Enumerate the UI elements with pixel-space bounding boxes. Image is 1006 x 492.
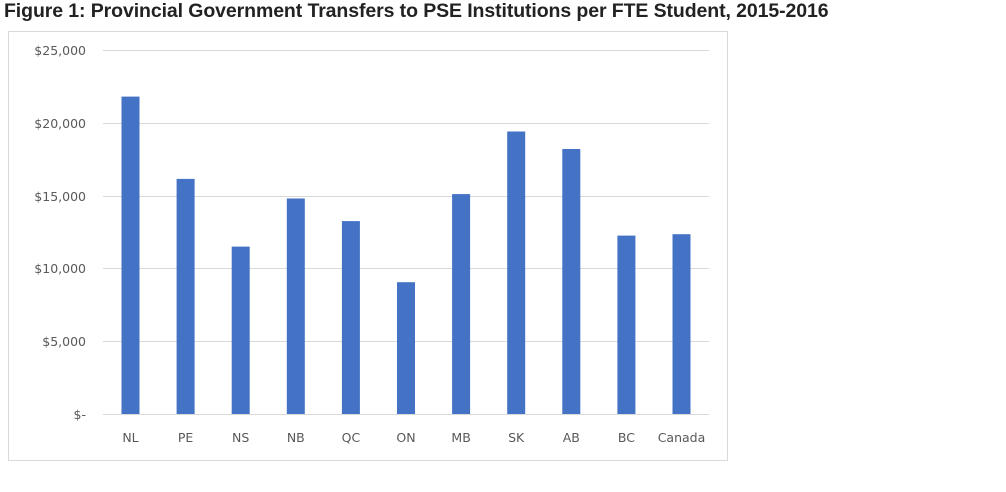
y-tick-label: $10,000 — [34, 261, 86, 276]
x-category-label: SK — [508, 430, 525, 445]
bar-canada — [672, 234, 691, 414]
y-tick-label: $25,000 — [34, 43, 86, 58]
bar-on — [397, 282, 415, 414]
bar-ns — [231, 246, 250, 414]
x-category-label: Canada — [658, 430, 706, 445]
x-category-label: NB — [287, 430, 305, 445]
y-tick-label: $5,000 — [42, 334, 86, 349]
bar-chart: $- $5,000 $10,000 $15,000 $20,000 $25,000 NL P… — [34, 43, 709, 445]
bar-nl — [121, 96, 140, 414]
x-category-label: NL — [122, 430, 138, 445]
x-category-label: AB — [563, 430, 580, 445]
x-category-label: MB — [451, 430, 470, 445]
x-category-label: QC — [342, 430, 361, 445]
x-category-label: PE — [178, 430, 194, 445]
bar-qc — [341, 221, 360, 414]
x-category-label: NS — [232, 430, 249, 445]
x-category-label: BC — [618, 430, 635, 445]
figure-title: Figure 1: Provincial Government Transfer… — [4, 0, 829, 22]
bar-bc — [617, 235, 636, 414]
chart-frame: $- $5,000 $10,000 $15,000 $20,000 $25,000 NL P… — [8, 31, 728, 461]
x-axis-category-labels: NL PE NS NB QC ON MB SK AB BC Canada — [122, 430, 705, 445]
y-tick-label: $20,000 — [34, 116, 86, 131]
bar-mb — [452, 194, 471, 414]
gridlines — [103, 50, 709, 415]
bar-nb — [286, 198, 305, 414]
bars — [121, 96, 691, 414]
bar-ab — [562, 149, 581, 414]
x-category-label: ON — [396, 430, 415, 445]
y-tick-label: $- — [74, 407, 86, 422]
bar-pe — [176, 178, 195, 414]
y-tick-label: $15,000 — [34, 189, 86, 204]
y-axis-tick-labels: $- $5,000 $10,000 $15,000 $20,000 $25,000 — [34, 43, 86, 422]
bar-sk — [507, 131, 526, 414]
